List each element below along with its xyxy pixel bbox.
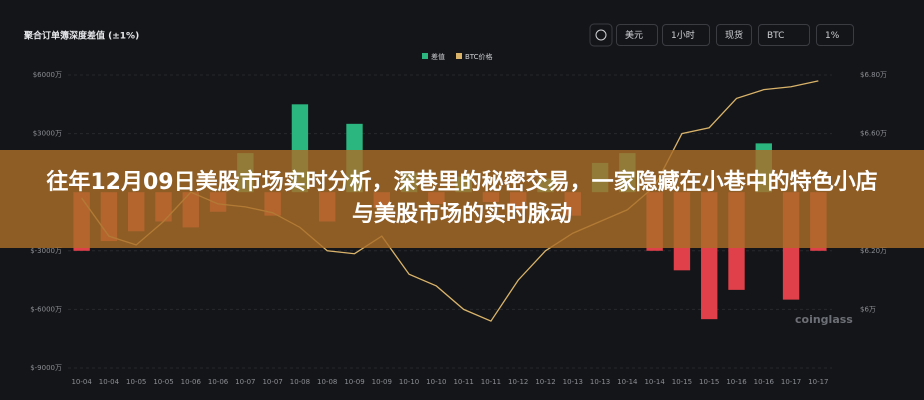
x-tick-label: 10-08 [317,378,337,386]
x-tick-label: 10-04 [99,378,120,386]
x-tick-label: 10-08 [290,378,310,386]
x-tick-label: 10-05 [126,378,146,386]
legend-label: BTC价格 [465,52,493,61]
y-tick-label: $3000万 [33,130,62,138]
x-tick-label: 10-12 [508,378,528,386]
control-dropdown[interactable]: 美元 [616,24,658,46]
x-tick-label: 10-10 [426,378,446,386]
x-tick-label: 10-07 [235,378,255,386]
x-tick-label: 10-16 [726,378,747,386]
x-tick-label: 10-07 [262,378,282,386]
banner-text: 往年12月09日美股市场实时分析，深巷里的秘密交易，一家隐藏在小巷中的特色小店与… [46,170,878,227]
control-dropdown[interactable]: 现货 [716,24,752,46]
reset-button[interactable] [589,23,613,47]
y2-tick-label: $6.20万 [860,247,887,255]
y-tick-label: $6000万 [33,71,62,79]
x-tick-label: 10-16 [754,378,775,386]
x-tick-label: 10-09 [372,378,392,386]
y-tick-label: $-3000万 [30,247,62,255]
y-tick-label: $-9000万 [30,364,62,372]
x-tick-label: 10-15 [699,378,719,386]
x-tick-label: 10-17 [781,378,801,386]
y2-tick-label: $6.60万 [860,130,887,138]
legend-label: 差值 [431,52,445,61]
x-tick-label: 10-06 [208,378,229,386]
x-tick-label: 10-13 [590,378,610,386]
x-tick-label: 10-11 [481,378,501,386]
control-dropdown[interactable]: BTC [758,24,810,46]
y2-tick-label: $6万 [860,305,876,313]
x-tick-label: 10-05 [153,378,173,386]
legend-swatch [422,53,428,59]
x-tick-label: 10-06 [181,378,202,386]
watermark: coinglass [795,313,853,326]
reset-icon [595,29,607,41]
legend-swatch [456,53,462,59]
y-tick-label: $-6000万 [30,305,62,313]
x-tick-label: 10-13 [563,378,583,386]
x-tick-label: 10-15 [672,378,692,386]
x-tick-label: 10-04 [71,378,92,386]
x-tick-label: 10-10 [399,378,419,386]
chart-title: 聚合订单簿深度差值 (±1%) [23,30,139,42]
x-tick-label: 10-12 [535,378,555,386]
control-dropdown[interactable]: 1% [816,24,854,46]
x-tick-label: 10-14 [617,378,638,386]
x-tick-label: 10-14 [644,378,665,386]
banner: 往年12月09日美股市场实时分析，深巷里的秘密交易，一家隐藏在小巷中的特色小店与… [0,150,924,248]
x-tick-label: 10-11 [453,378,473,386]
x-tick-label: 10-17 [808,378,828,386]
y2-tick-label: $6.80万 [860,71,887,79]
control-dropdown[interactable]: 1小时 [662,24,710,46]
x-tick-label: 10-09 [344,378,364,386]
